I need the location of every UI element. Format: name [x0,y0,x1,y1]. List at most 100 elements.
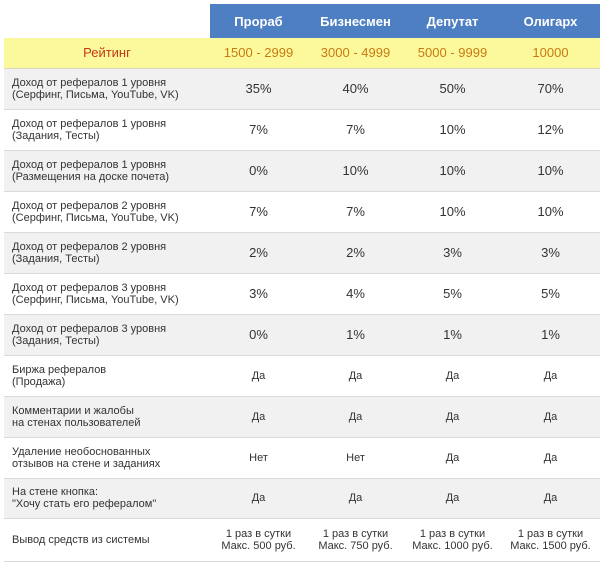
withdrawal-max: Макс. 750 руб. [318,539,393,552]
cell-value: 50% [404,68,501,110]
table-row: Доход от рефералов 3 уровня (Задания, Те… [4,314,600,356]
cell-value: 1% [404,314,501,356]
cell-value: 4% [307,273,404,315]
header-tier-oligarh: Олигарх [523,13,578,29]
cell-value: Да [501,437,600,479]
row-label-line: Доход от рефералов 3 уровня [12,281,167,294]
withdrawal-max: Макс. 1500 руб. [510,539,591,552]
header-tier-biznesmen: Бизнесмен [320,13,391,29]
cell-value: 0% [210,150,307,192]
row-label-line: Биржа рефералов [12,363,107,376]
row-label-line: (Задания, Тесты) [12,334,100,347]
row-label-line: (Серфинг, Письма, YouTube, VK) [12,293,179,306]
cell-value: Нет [307,437,404,479]
cell-value: 3% [210,273,307,315]
cell-value: 40% [307,68,404,110]
row-label-line: (Размещения на доске почета) [12,170,170,183]
row-label: На стене кнопка: "Хочу стать его реферал… [4,478,210,519]
cell-value: 2% [307,232,404,274]
row-label: Комментарии и жалобы на стенах пользоват… [4,396,210,438]
cell-value: 10% [307,150,404,192]
rating-row: Рейтинг 1500 - 2999 3000 - 4999 5000 - 9… [4,38,600,69]
row-label-line: На стене кнопка: [12,486,99,498]
withdrawal-cell: 1 раз в сутки Макс. 500 руб. [210,518,307,562]
row-label-line: Доход от рефералов 2 уровня [12,240,167,253]
cell-value: 7% [307,191,404,233]
cell-value: 0% [210,314,307,356]
cell-value: 1% [307,314,404,356]
row-label-line: (Серфинг, Письма, YouTube, VK) [12,88,179,101]
row-label: Доход от рефералов 1 уровня (Серфинг, Пи… [4,68,210,110]
row-label-line: (Задания, Тесты) [12,129,100,142]
cell-value: Да [210,355,307,397]
header-row: Прораб Бизнесмен Депутат Олигарх [4,4,600,38]
cell-value: 7% [307,109,404,151]
row-label-line: Доход от рефералов 1 уровня [12,76,167,89]
cell-value: 10% [404,109,501,151]
table-row: Доход от рефералов 2 уровня (Серфинг, Пи… [4,191,600,233]
table-row: Доход от рефералов 1 уровня (Задания, Те… [4,109,600,151]
row-label: Доход от рефералов 2 уровня (Задания, Те… [4,232,210,274]
cell-value: Да [404,437,501,479]
cell-value: Да [404,355,501,397]
table-row: Доход от рефералов 1 уровня (Серфинг, Пи… [4,68,600,110]
row-label-line: Доход от рефералов 2 уровня [12,199,167,212]
table-row: Удаление необоснованных отзывов на стене… [4,437,600,479]
withdrawal-label: Вывод средств из системы [4,518,210,562]
cell-value: Да [210,478,307,519]
row-label-line: Доход от рефералов 3 уровня [12,322,167,335]
withdrawal-frequency: 1 раз в сутки [322,527,389,540]
withdrawal-cell: 1 раз в сутки Макс. 750 руб. [307,518,404,562]
row-label: Доход от рефералов 1 уровня (Размещения … [4,150,210,192]
cell-value: Да [501,478,600,519]
withdrawal-max: Макс. 1000 руб. [412,539,493,552]
row-label: Удаление необоснованных отзывов на стене… [4,437,210,479]
withdrawal-frequency: 1 раз в сутки [225,527,292,540]
cell-value: Да [404,396,501,438]
cell-value: 10% [501,191,600,233]
tier-comparison-table: Прораб Бизнесмен Депутат Олигарх Рейтинг… [4,4,600,562]
rating-value: 3000 - 4999 [307,38,404,69]
rating-value: 1500 - 2999 [210,38,307,69]
cell-value: 3% [501,232,600,274]
table-row: На стене кнопка: "Хочу стать его реферал… [4,478,600,519]
cell-value: 2% [210,232,307,274]
cell-value: Да [307,396,404,438]
cell-value: Да [501,355,600,397]
cell-value: 10% [501,150,600,192]
cell-value: Да [307,478,404,519]
cell-value: Да [501,396,600,438]
cell-value: Нет [210,437,307,479]
cell-value: 70% [501,68,600,110]
table-row: Биржа рефералов (Продажа) Да Да Да Да [4,355,600,397]
row-label-line: "Хочу стать его рефералом" [12,498,157,510]
row-label: Доход от рефералов 1 уровня (Задания, Те… [4,109,210,151]
cell-value: 5% [501,273,600,315]
row-label-line: на стенах пользователей [12,416,141,429]
row-label-line: Доход от рефералов 1 уровня [12,158,167,171]
table-row: Комментарии и жалобы на стенах пользоват… [4,396,600,438]
row-label-line: отзывов на стене и заданиях [12,457,161,470]
header-tier-deputat: Депутат [426,13,479,29]
row-label-line: Удаление необоснованных [12,445,151,458]
withdrawal-cell: 1 раз в сутки Макс. 1000 руб. [404,518,501,562]
row-label-line: Комментарии и жалобы [12,404,134,417]
cell-value: 7% [210,191,307,233]
table-row: Доход от рефералов 1 уровня (Размещения … [4,150,600,192]
cell-value: 12% [501,109,600,151]
cell-value: 10% [404,150,501,192]
row-label: Биржа рефералов (Продажа) [4,355,210,397]
row-label-line: (Продажа) [12,375,66,388]
cell-value: Да [307,355,404,397]
withdrawal-max: Макс. 500 руб. [221,539,296,552]
header-tier-prorab: Прораб [234,13,283,29]
cell-value: 3% [404,232,501,274]
cell-value: 35% [210,68,307,110]
cell-value: 5% [404,273,501,315]
table-row: Доход от рефералов 2 уровня (Задания, Те… [4,232,600,274]
cell-value: 10% [404,191,501,233]
table-row: Доход от рефералов 3 уровня (Серфинг, Пи… [4,273,600,315]
rating-value: 5000 - 9999 [404,38,501,69]
row-label: Доход от рефералов 3 уровня (Задания, Те… [4,314,210,356]
row-label-line: (Задания, Тесты) [12,252,100,265]
